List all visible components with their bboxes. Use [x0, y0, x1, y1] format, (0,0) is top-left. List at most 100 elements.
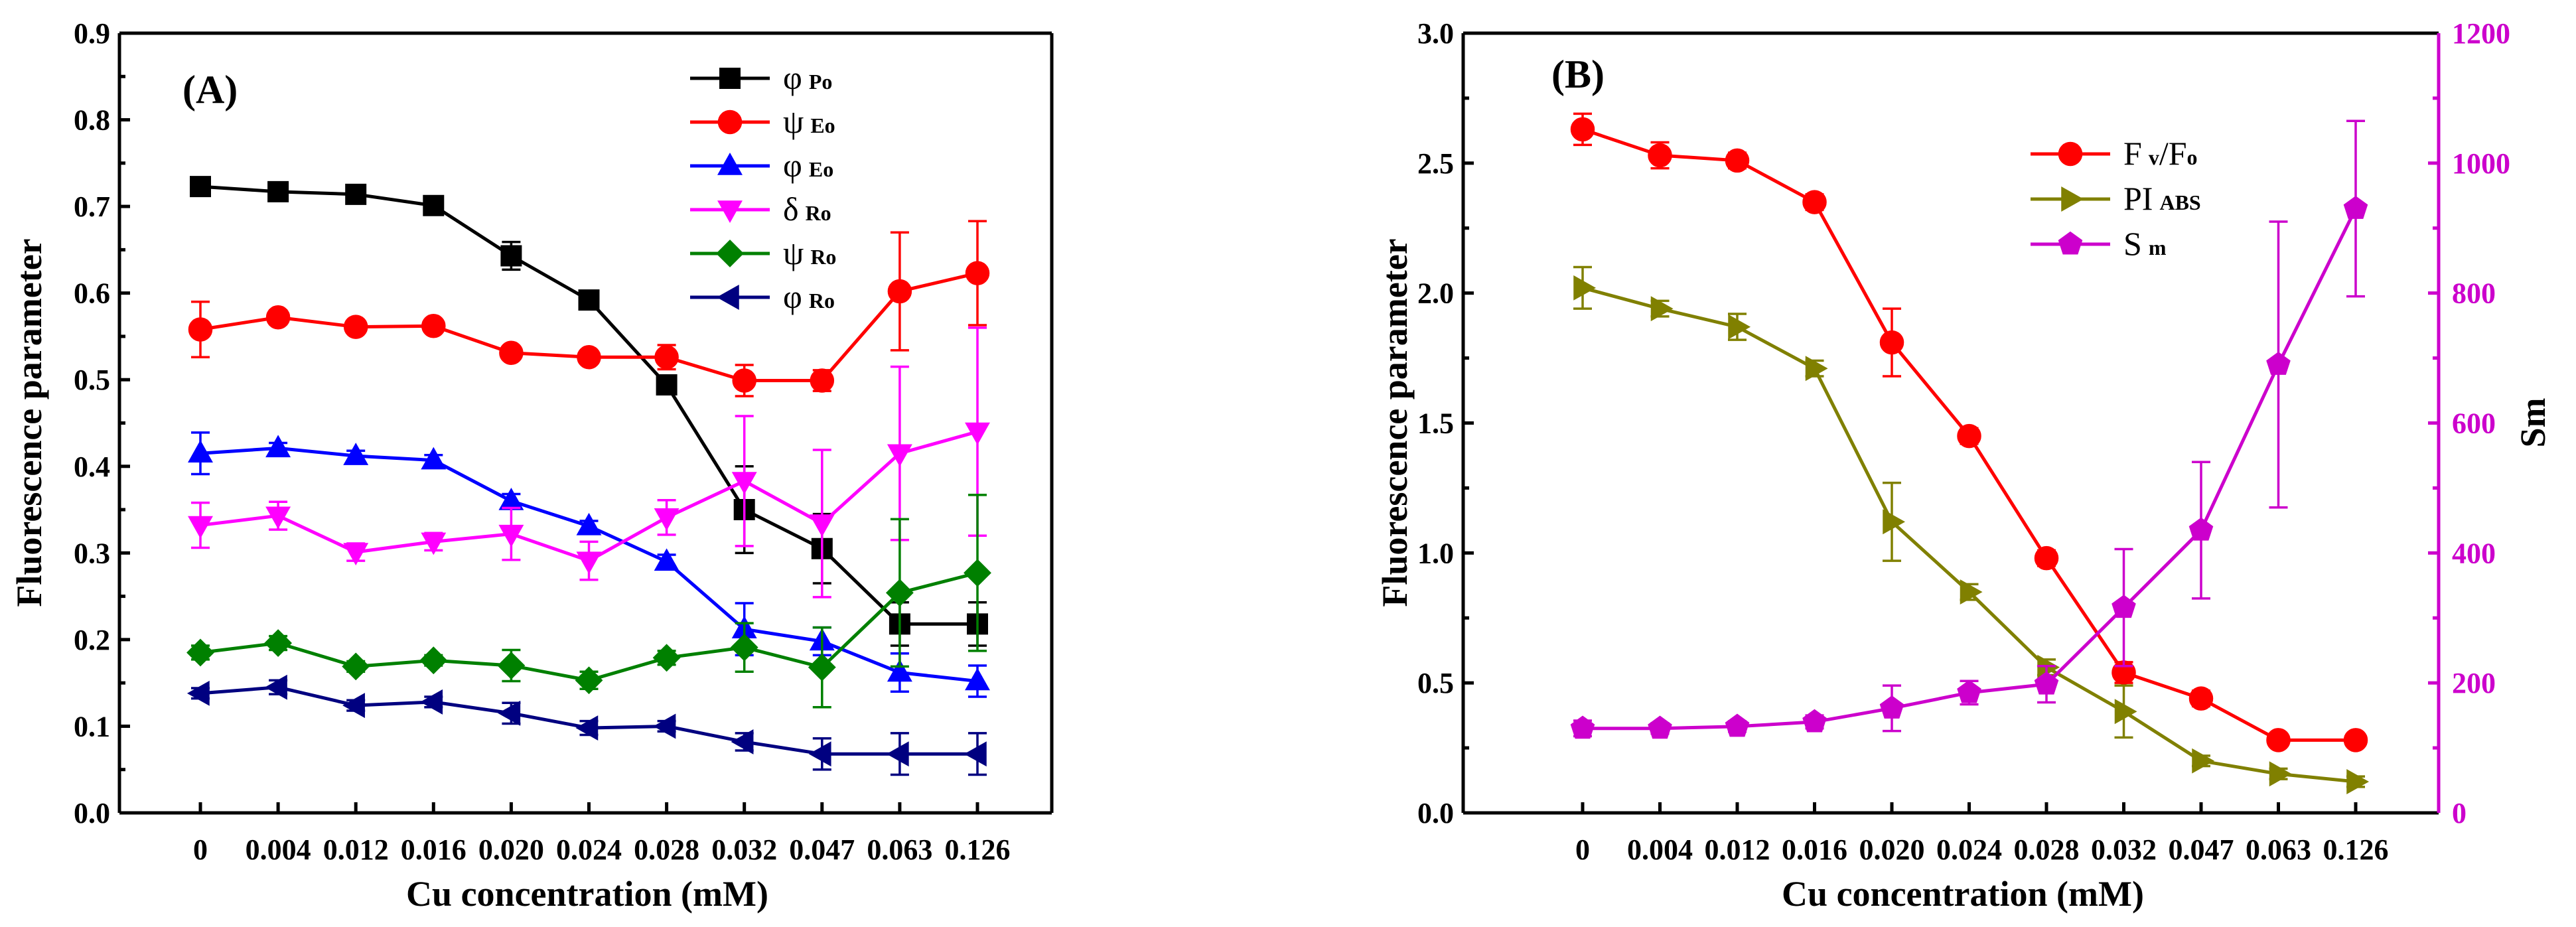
data-point: [186, 680, 210, 706]
data-point: [2346, 769, 2370, 794]
legend-symbol: φ: [783, 278, 802, 315]
data-point: [345, 183, 367, 205]
legend-label: ψ Ro: [783, 234, 836, 271]
data-point: [653, 713, 676, 739]
y-tick-label: 3.0: [1417, 17, 1454, 50]
y-tick-label: 2.5: [1417, 147, 1454, 180]
legend-symbol: S: [2123, 225, 2142, 262]
data-point: [2269, 761, 2292, 787]
data-point: [575, 666, 603, 695]
legend-subscript: Ro: [810, 245, 836, 269]
data-point: [264, 629, 293, 658]
data-point: [576, 512, 602, 535]
legend-marker: [716, 285, 739, 310]
data-point: [732, 368, 756, 393]
legend-marker: [717, 152, 743, 175]
data-point: [265, 506, 291, 530]
x-tick-label: 0.004: [246, 833, 311, 866]
y-tick-label: 0.3: [74, 537, 110, 569]
y-tick-label: 0.2: [74, 624, 110, 656]
y2-tick-label: 600: [2452, 407, 2496, 440]
series-po-0: [190, 176, 988, 647]
x-tick-label: 0.024: [556, 833, 622, 866]
legend-subscript: Eo: [809, 157, 833, 181]
data-point: [421, 447, 447, 470]
data-point: [1650, 296, 1674, 322]
data-point: [885, 579, 914, 607]
x-tick-label: 0.016: [401, 833, 466, 866]
x-tick-label: 0.126: [2323, 833, 2389, 866]
series-eo-2: [188, 431, 990, 698]
series-fv-0: [1570, 112, 2368, 752]
data-point: [886, 741, 909, 767]
data-point: [887, 659, 912, 682]
data-point: [887, 444, 912, 467]
legend-item: δ Ro: [690, 190, 831, 228]
y2-tick-label: 0: [2452, 797, 2467, 829]
legend-subscript: Ro: [809, 289, 835, 313]
data-point: [2266, 352, 2291, 375]
data-point: [419, 646, 448, 675]
legend-symbol: PI: [2123, 180, 2153, 217]
legend-marker: [2058, 141, 2083, 167]
data-point: [343, 543, 369, 566]
data-point: [1957, 423, 1981, 449]
data-point: [576, 551, 602, 575]
panel-a-legend: φ Poψ Eoφ Eoδ Roψ Roφ Ro: [690, 59, 836, 315]
legend-subscript: v: [2149, 145, 2159, 169]
legend-item: φ Eo: [690, 147, 833, 184]
legend-subscript: o: [2187, 145, 2198, 169]
data-point: [497, 652, 526, 679]
y2-tick-label: 200: [2452, 667, 2496, 699]
data-point: [420, 689, 443, 715]
data-point: [265, 305, 291, 330]
panel-b-series: [1570, 112, 2370, 794]
legend-label: PI ABS: [2123, 180, 2201, 217]
x-tick-label: 0.020: [1859, 833, 1925, 866]
data-point: [421, 532, 447, 555]
data-point: [965, 261, 990, 285]
panel-b-y2-title: Sm: [2513, 397, 2553, 447]
panel-b-x-title: Cu concentration (mM): [1782, 874, 2144, 914]
data-point: [2266, 728, 2291, 752]
x-tick-label: 0.016: [1782, 833, 1847, 866]
x-tick-label: 0.063: [867, 833, 932, 866]
x-tick-label: 0.012: [323, 833, 389, 866]
data-point: [1802, 709, 1827, 733]
data-point: [2188, 686, 2214, 711]
y-tick-label: 0.7: [74, 190, 110, 223]
data-point: [343, 443, 369, 465]
y-tick-label: 0.5: [74, 364, 110, 396]
y-tick-label: 0.0: [1417, 797, 1454, 829]
y-tick-label: 1.5: [1417, 407, 1454, 440]
data-point: [498, 487, 524, 510]
legend-symbol: F: [2123, 135, 2142, 172]
y-tick-label: 0.6: [74, 277, 110, 310]
panel-a: 0.0 0.1 0.2 0.3 0.4 0.5 0.6 0.7 0.8 0.9 0 0.004 0.01…: [9, 17, 1054, 914]
y2-tick-label: 800: [2452, 277, 2496, 310]
legend-symbol: φ: [783, 59, 802, 96]
data-point: [343, 315, 368, 339]
legend-marker: [717, 109, 743, 135]
panel-a-x-title: Cu concentration (mM): [406, 874, 768, 914]
data-point: [499, 340, 524, 365]
data-point: [498, 700, 521, 726]
data-point: [965, 422, 990, 445]
y-tick-label: 0.8: [74, 104, 110, 137]
data-point: [423, 194, 445, 216]
panel-b: 0.0 0.5 1.0 1.5 2.0 2.5 3.0 0 200 400 600 800 1000 12…: [1375, 17, 2553, 914]
legend-item: ψ Eo: [690, 103, 835, 140]
series-ro-5: [186, 674, 987, 776]
data-point: [1648, 715, 1672, 739]
y-tick-label: 0.0: [74, 797, 110, 829]
y2-tick-label: 1000: [2452, 147, 2510, 180]
x-tick-label: 0: [1575, 833, 1590, 866]
legend-label: φ Ro: [783, 278, 835, 315]
x-tick-label: 0.032: [2091, 833, 2157, 866]
data-point: [656, 374, 678, 396]
x-tick-label: 0.020: [478, 833, 544, 866]
y-tick-label: 0.4: [74, 451, 110, 483]
